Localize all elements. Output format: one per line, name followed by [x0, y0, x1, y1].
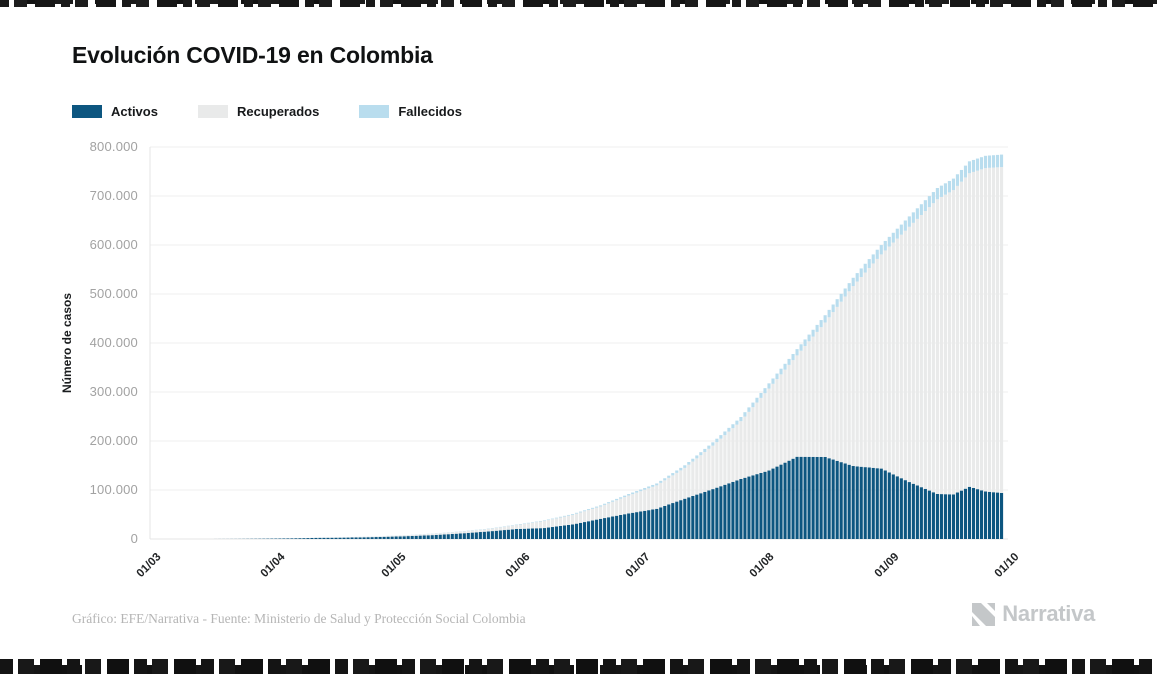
legend-item-fallecidos: Fallecidos	[359, 104, 462, 119]
y-tick-label: 500.000	[89, 286, 138, 301]
legend-swatch-fallecidos	[359, 105, 390, 118]
legend-item-recuperados: Recuperados	[197, 104, 320, 119]
y-tick-label: 0	[130, 531, 138, 546]
legend-item-activos: Activos	[72, 104, 158, 119]
narrativa-logo-text: Narrativa	[1002, 601, 1095, 626]
y-tick-label: 800.000	[89, 139, 138, 154]
y-tick-label: 200.000	[89, 433, 138, 448]
y-tick-label: 400.000	[89, 335, 138, 350]
legend-label: Recuperados	[236, 104, 320, 119]
narrativa-logo-icon	[972, 602, 996, 626]
legend-swatch-activos	[72, 105, 102, 118]
y-tick-label: 300.000	[89, 384, 138, 399]
legend-label: Activos	[111, 104, 158, 119]
y-tick-label: 100.000	[89, 482, 138, 497]
legend-swatch-recuperados	[197, 105, 228, 118]
y-tick-label: 700.000	[89, 188, 138, 203]
source-caption: Gráfico: EFE/Narrativa - Fuente: Ministe…	[72, 611, 526, 626]
y-tick-label: 600.000	[89, 237, 138, 252]
legend: Activos Recuperados Fallecidos	[72, 104, 462, 119]
chart-title: Evolución COVID-19 en Colombia	[72, 42, 433, 68]
legend-label: Fallecidos	[398, 104, 462, 119]
narrativa-logo: Narrativa	[971, 601, 1095, 627]
